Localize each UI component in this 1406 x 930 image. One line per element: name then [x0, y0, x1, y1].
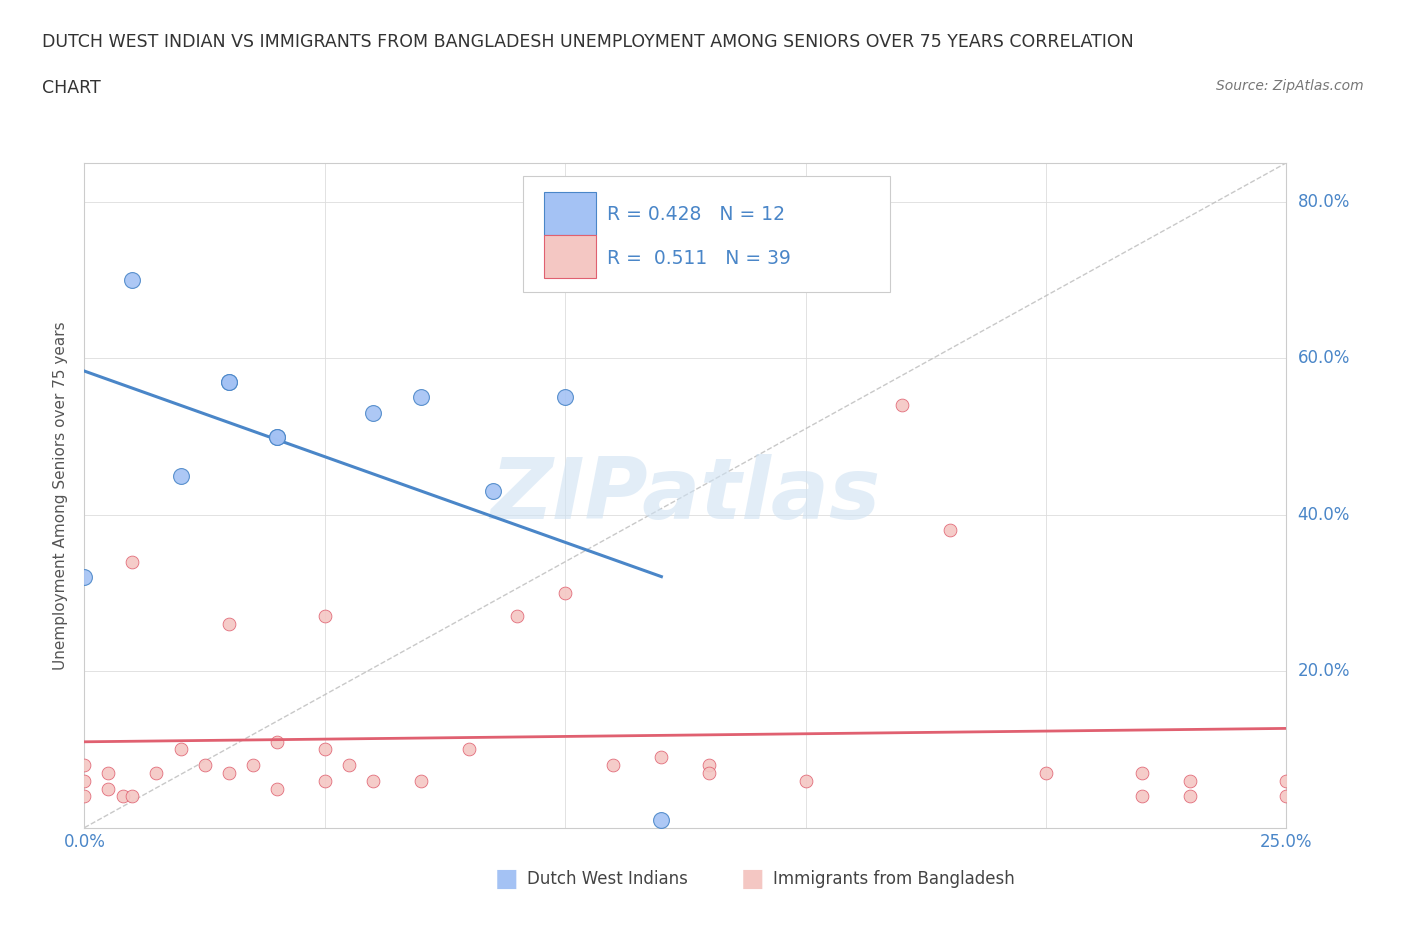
Text: DUTCH WEST INDIAN VS IMMIGRANTS FROM BANGLADESH UNEMPLOYMENT AMONG SENIORS OVER : DUTCH WEST INDIAN VS IMMIGRANTS FROM BAN… — [42, 33, 1133, 50]
Point — [73, 570, 96, 585]
Point — [266, 781, 288, 796]
Point — [169, 468, 191, 483]
Point — [218, 375, 240, 390]
Point — [314, 774, 336, 789]
Point — [939, 523, 962, 538]
Point — [314, 742, 336, 757]
Point — [337, 758, 360, 773]
Point — [1130, 765, 1153, 780]
Point — [890, 398, 912, 413]
FancyBboxPatch shape — [544, 192, 596, 234]
Text: 60.0%: 60.0% — [1298, 350, 1350, 367]
Point — [194, 758, 217, 773]
Point — [409, 774, 432, 789]
Point — [361, 774, 384, 789]
Point — [73, 758, 96, 773]
Point — [602, 758, 624, 773]
FancyBboxPatch shape — [523, 176, 890, 292]
Y-axis label: Unemployment Among Seniors over 75 years: Unemployment Among Seniors over 75 years — [53, 321, 69, 670]
Point — [218, 765, 240, 780]
Point — [121, 789, 143, 804]
Point — [1275, 774, 1298, 789]
Point — [169, 742, 191, 757]
Point — [1180, 789, 1202, 804]
Point — [73, 774, 96, 789]
Point — [554, 390, 576, 405]
Point — [121, 272, 143, 287]
Text: 80.0%: 80.0% — [1298, 193, 1350, 211]
Text: ■: ■ — [495, 867, 517, 891]
Point — [121, 554, 143, 569]
Point — [314, 609, 336, 624]
Point — [73, 789, 96, 804]
Point — [409, 390, 432, 405]
Point — [145, 765, 167, 780]
Point — [1130, 789, 1153, 804]
Text: Source: ZipAtlas.com: Source: ZipAtlas.com — [1216, 79, 1364, 93]
Point — [111, 789, 134, 804]
Point — [699, 758, 721, 773]
Point — [266, 429, 288, 444]
Point — [1275, 789, 1298, 804]
Text: CHART: CHART — [42, 79, 101, 97]
Point — [361, 405, 384, 420]
Point — [699, 765, 721, 780]
Point — [650, 813, 672, 828]
Text: ■: ■ — [741, 867, 763, 891]
Text: R = 0.428   N = 12: R = 0.428 N = 12 — [607, 205, 786, 223]
Point — [266, 429, 288, 444]
Point — [97, 765, 120, 780]
Point — [1035, 765, 1057, 780]
Point — [1180, 774, 1202, 789]
Text: Immigrants from Bangladesh: Immigrants from Bangladesh — [773, 870, 1015, 888]
Point — [266, 734, 288, 749]
Point — [97, 781, 120, 796]
Point — [482, 484, 505, 498]
Text: 20.0%: 20.0% — [1298, 662, 1350, 680]
FancyBboxPatch shape — [544, 235, 596, 278]
Text: ZIPatlas: ZIPatlas — [491, 454, 880, 537]
Point — [458, 742, 481, 757]
Point — [218, 617, 240, 631]
Text: Dutch West Indians: Dutch West Indians — [527, 870, 688, 888]
Point — [242, 758, 264, 773]
Text: 40.0%: 40.0% — [1298, 506, 1350, 524]
Point — [650, 750, 672, 764]
Text: R =  0.511   N = 39: R = 0.511 N = 39 — [607, 249, 792, 268]
Point — [506, 609, 529, 624]
Point — [794, 774, 817, 789]
Point — [218, 375, 240, 390]
Point — [554, 586, 576, 601]
